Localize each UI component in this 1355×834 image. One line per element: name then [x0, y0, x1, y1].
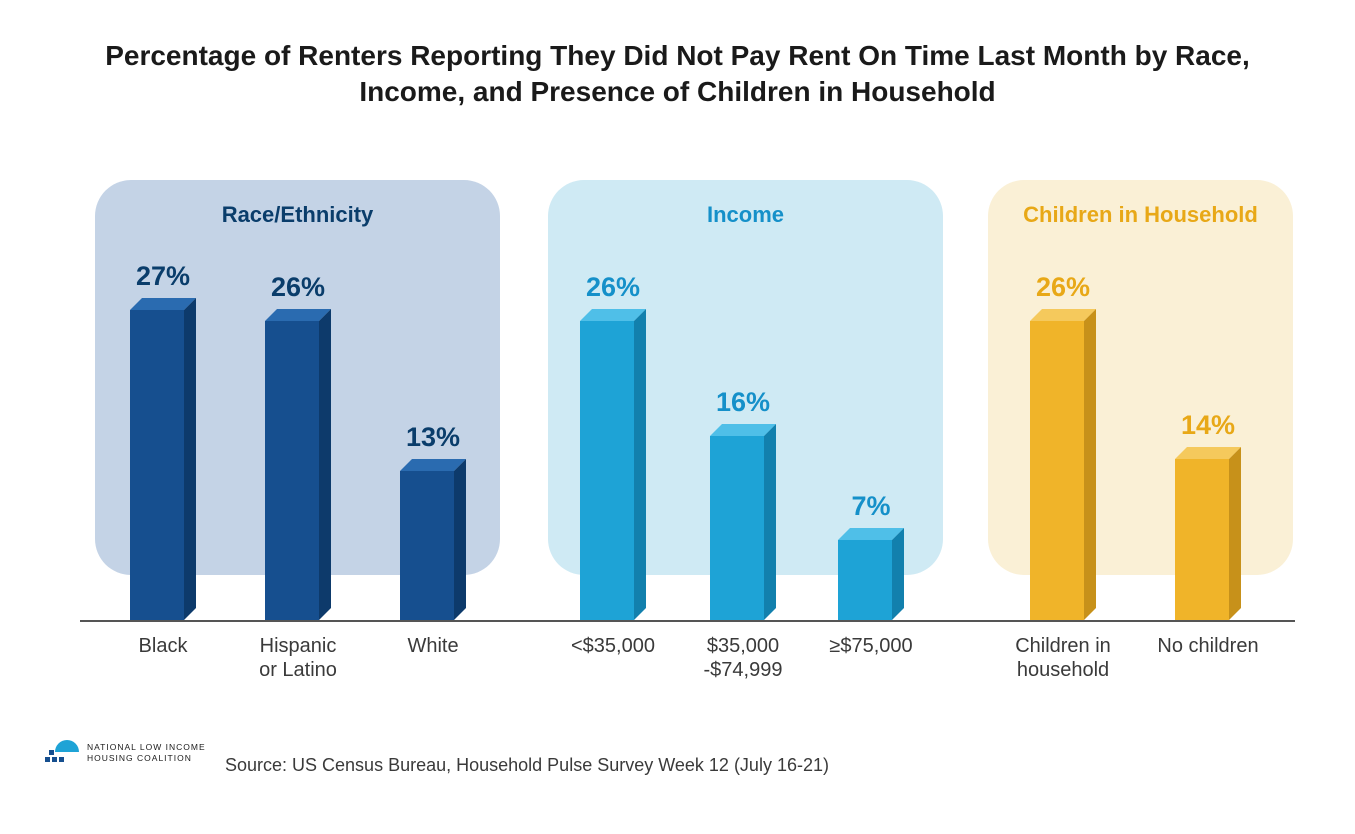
bar: 26% — [580, 309, 646, 620]
category-label: <$35,000 — [550, 634, 676, 658]
panel-title-children: Children in Household — [988, 180, 1293, 228]
category-label: White — [370, 634, 496, 658]
category-label: Black — [100, 634, 226, 658]
bar: 27% — [130, 298, 196, 620]
bar: 26% — [265, 309, 331, 620]
category-label: ≥$75,000 — [808, 634, 934, 658]
bar: 7% — [838, 528, 904, 620]
category-label: No children — [1145, 634, 1271, 658]
value-label: 16% — [690, 387, 796, 418]
value-label: 27% — [110, 261, 216, 292]
bar: 13% — [400, 459, 466, 620]
panel-title-race: Race/Ethnicity — [95, 180, 500, 228]
chart-area: Race/Ethnicity Income Children in Househol… — [80, 180, 1295, 640]
bar: 14% — [1175, 447, 1241, 620]
category-label: Children inhousehold — [1000, 634, 1126, 682]
logo-text-line2: HOUSING COALITION — [87, 753, 192, 763]
value-label: 7% — [818, 491, 924, 522]
brand-logo: NATIONAL LOW INCOME HOUSING COALITION — [45, 730, 85, 775]
value-label: 26% — [560, 272, 666, 303]
value-label: 14% — [1155, 410, 1261, 441]
value-label: 13% — [380, 422, 486, 453]
value-label: 26% — [1010, 272, 1116, 303]
x-axis-baseline — [80, 620, 1295, 622]
source-caption: Source: US Census Bureau, Household Puls… — [225, 755, 829, 776]
category-label: Hispanicor Latino — [235, 634, 361, 682]
bar: 16% — [710, 424, 776, 620]
category-label: $35,000-$74,999 — [680, 634, 806, 682]
panel-title-income: Income — [548, 180, 943, 228]
logo-text-line1: NATIONAL LOW INCOME — [87, 742, 206, 752]
bar: 26% — [1030, 309, 1096, 620]
chart-title: Percentage of Renters Reporting They Did… — [0, 0, 1355, 111]
value-label: 26% — [245, 272, 351, 303]
